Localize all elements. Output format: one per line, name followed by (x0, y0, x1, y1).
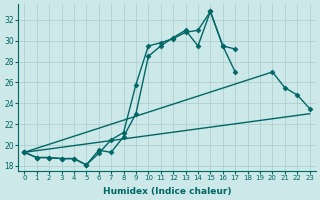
X-axis label: Humidex (Indice chaleur): Humidex (Indice chaleur) (103, 187, 231, 196)
